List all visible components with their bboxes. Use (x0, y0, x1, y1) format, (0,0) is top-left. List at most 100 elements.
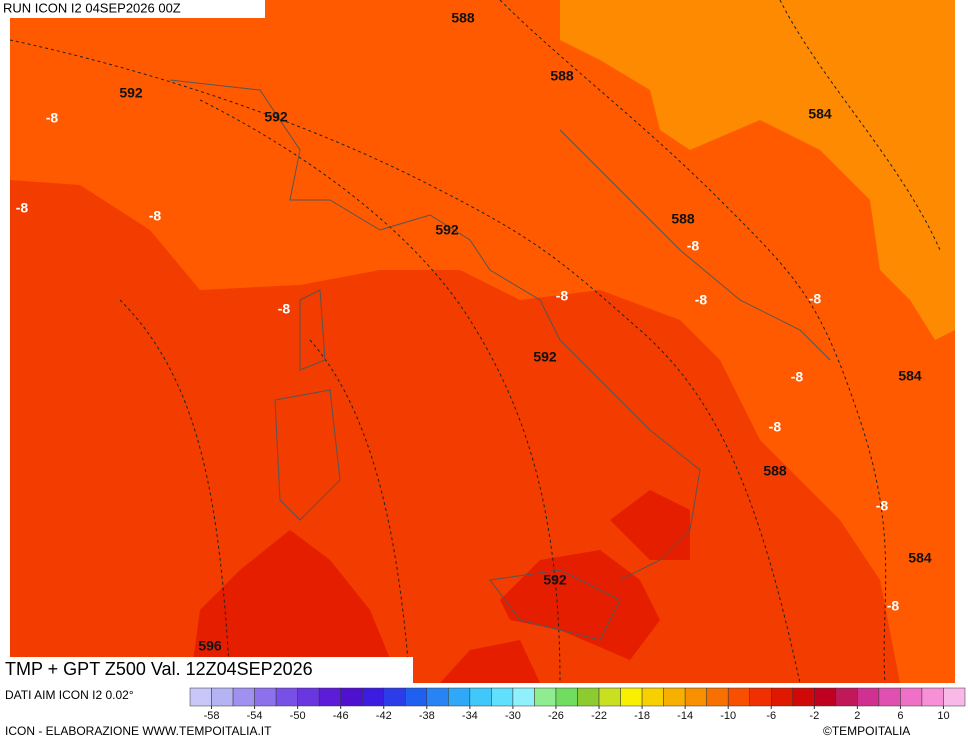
title-box (0, 657, 413, 683)
colorbar-tick-label: -26 (548, 710, 564, 722)
colorbar-swatch (814, 687, 837, 707)
colorbar-swatch (211, 687, 234, 707)
colorbar-tick-label: -46 (333, 710, 349, 722)
colorbar-swatch (426, 687, 449, 707)
colorbar-swatch (878, 687, 901, 707)
contour-label: 592 (119, 85, 143, 101)
contour-line (309, 339, 411, 684)
colorbar-tick-label: -14 (677, 710, 693, 722)
colorbar-swatch (857, 687, 880, 707)
colorbar-tick-label: 10 (937, 710, 949, 722)
colorbar-swatch (405, 687, 428, 707)
colorbar-tick-label: -6 (766, 710, 776, 722)
contour-label: -8 (695, 292, 708, 308)
colorbar-tick-label: -30 (505, 710, 521, 722)
colorbar-swatch (254, 687, 277, 707)
colorbar-swatch (620, 687, 643, 707)
contour-label: -8 (687, 238, 700, 254)
colorbar-swatch (383, 687, 406, 707)
colorbar-swatch (577, 687, 600, 707)
contour-label: -8 (876, 498, 889, 514)
contour-label: 588 (671, 211, 695, 227)
contour-line (499, 0, 887, 684)
colorbar-swatch (275, 687, 298, 707)
colorbar-tick-label: -2 (809, 710, 819, 722)
colorbar-tick-label: -38 (419, 710, 435, 722)
colorbar-swatch (469, 687, 492, 707)
colorbar-swatch (771, 687, 794, 707)
contour-label: -8 (809, 291, 822, 307)
colorbar-swatch (943, 687, 966, 707)
contour-label: 592 (533, 349, 557, 365)
hottest-zone (440, 640, 540, 683)
contour-line (779, 0, 941, 251)
colorbar-swatch (727, 687, 750, 707)
colorbar-swatch (297, 687, 320, 707)
colorbar-tick-label: 6 (897, 710, 903, 722)
colorbar-swatch (340, 687, 363, 707)
contour-label: 592 (264, 109, 288, 125)
colorbar-tick-label: -50 (290, 710, 306, 722)
contour-label: 588 (550, 68, 574, 84)
coastline (559, 129, 831, 361)
contour-label: -8 (556, 288, 569, 304)
island (299, 289, 326, 371)
colorbar-swatch (189, 687, 212, 707)
contour-label: 588 (763, 463, 787, 479)
colorbar-tick-label: -54 (247, 710, 263, 722)
colorbar-swatch (792, 687, 815, 707)
colorbar-swatch (534, 687, 557, 707)
run-label: RUN ICON I2 04SEP2026 00Z (3, 0, 181, 15)
colorbar-tick-label: -34 (462, 710, 478, 722)
contour-labels: 588 588 592 592 -8 584 -8 -8 588 592 -8 … (16, 10, 932, 654)
colorbar-swatch (361, 687, 385, 707)
island (489, 569, 621, 641)
colorbar-swatch (684, 687, 707, 707)
colorbar-swatch (598, 687, 621, 707)
colorbar: -58 -54 -50 -46 -42 -38 -34 -30 -26 -22 -18 -14 -10-… (189, 687, 966, 722)
colorbar-tick-label: -42 (376, 710, 392, 722)
contour-label: -8 (16, 200, 29, 216)
colorbar-swatch (749, 687, 772, 707)
contour-label: -8 (46, 110, 59, 126)
colorbar-tick-label: -10 (720, 710, 736, 722)
colorbar-swatch (232, 687, 255, 707)
colorbar-swatch (900, 687, 923, 707)
credit: ICON - ELABORAZIONE WWW.TEMPOITALIA.IT (5, 724, 272, 738)
contour-line (199, 99, 561, 684)
hottest-zone (190, 530, 400, 683)
contour-label: 592 (435, 222, 459, 238)
colorbar-tick-label: 2 (854, 710, 860, 722)
colorbar-swatch (555, 687, 578, 707)
warm-zone (560, 0, 955, 340)
contour-label: -8 (887, 598, 900, 614)
colorbar-tick-label: -18 (634, 710, 650, 722)
footer-title: TMP + GPT Z500 Val. 12Z04SEP2026 (5, 659, 313, 679)
contour-label: -8 (278, 301, 291, 317)
contour-label: 596 (198, 638, 222, 654)
colorbar-swatch (318, 687, 341, 707)
hottest-zone (500, 550, 660, 660)
contour-label: 584 (908, 550, 932, 566)
header-box (0, 0, 265, 18)
contours (9, 0, 941, 684)
contour-label: 584 (898, 368, 922, 384)
contour-label: 592 (543, 572, 567, 588)
colorbar-swatch (491, 687, 514, 707)
copyright: ©TEMPOITALIA (823, 724, 910, 738)
colorbar-swatch (641, 687, 664, 707)
colorbar-swatch (663, 687, 686, 707)
contour-label: -8 (791, 369, 804, 385)
map: 588 588 592 592 -8 584 -8 -8 588 592 -8 … (9, 0, 955, 684)
colorbar-swatch (512, 687, 535, 707)
contour-line (9, 39, 801, 684)
borders (169, 79, 831, 641)
coastline (169, 79, 701, 581)
island (274, 389, 341, 521)
colorbar-swatch (835, 687, 858, 707)
colorbar-swatch (448, 687, 471, 707)
contour-label: -8 (769, 419, 782, 435)
contour-line (119, 299, 231, 684)
